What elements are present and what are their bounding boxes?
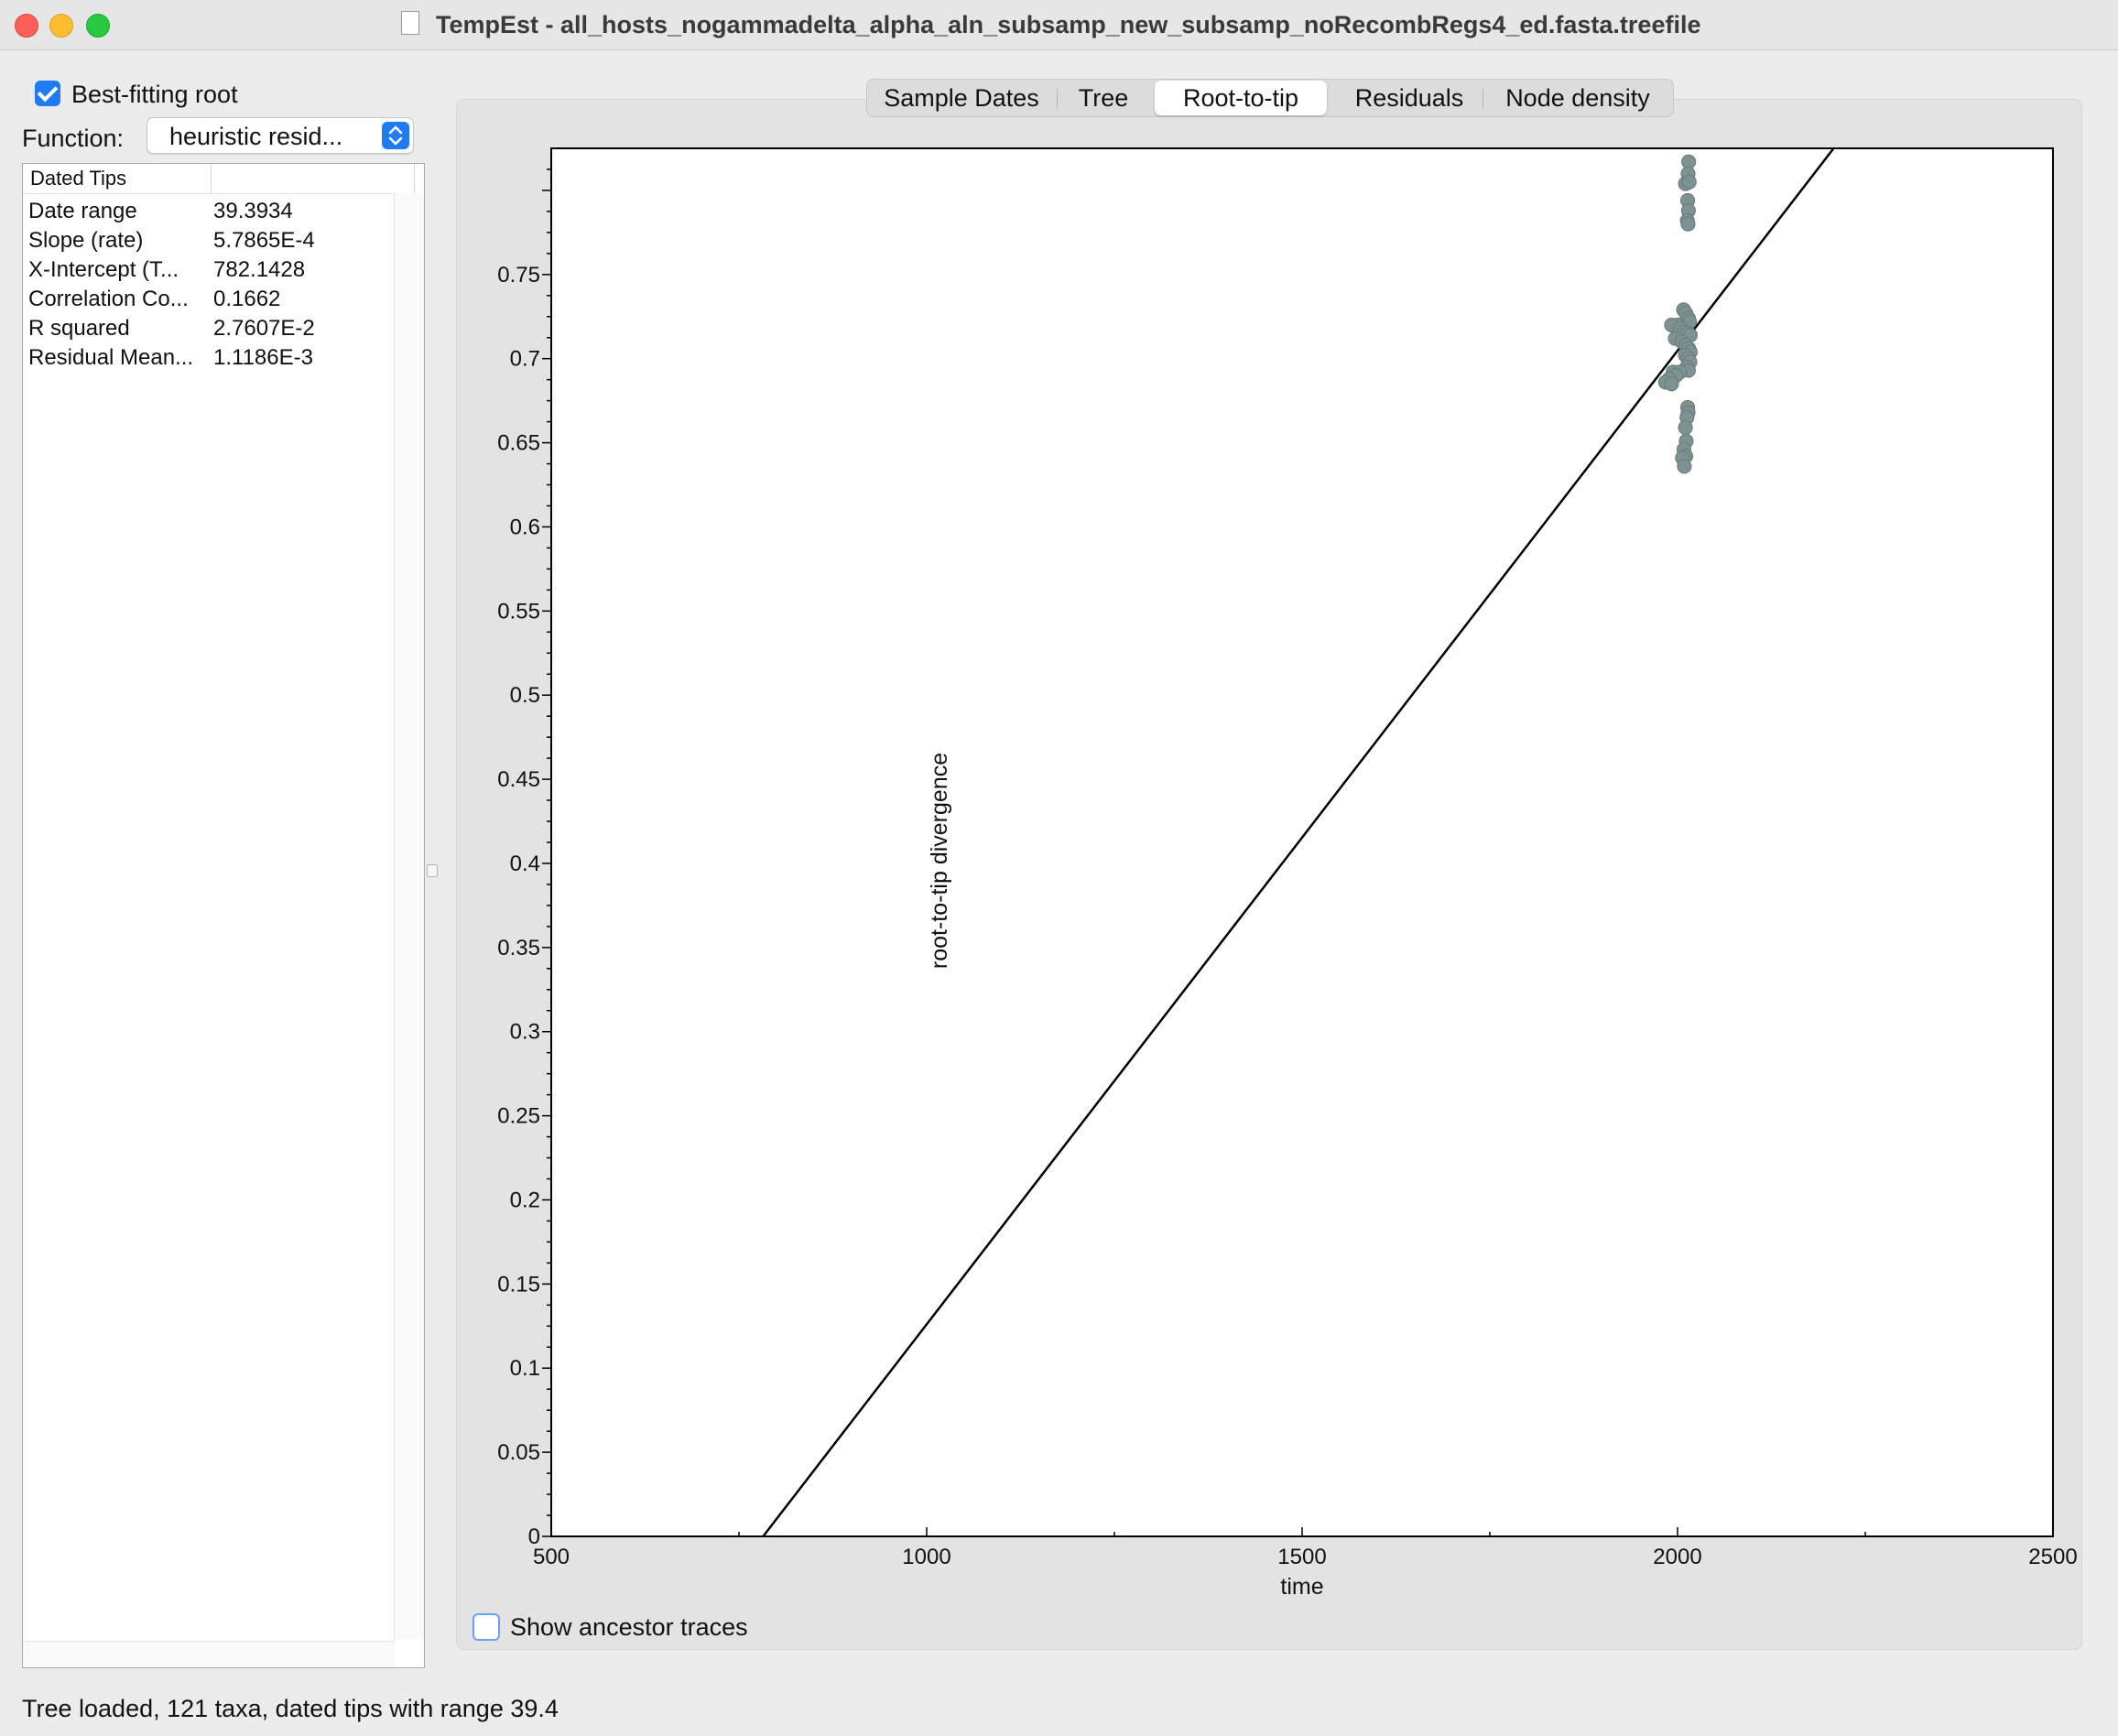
y-tick-label: 0.45 — [497, 767, 540, 792]
best-fitting-root-checkbox[interactable] — [35, 81, 60, 106]
tab-residuals[interactable]: Residuals — [1354, 84, 1464, 112]
x-tick-label: 2500 — [2028, 1545, 2077, 1569]
table-cell-label: Slope (rate) — [28, 228, 144, 253]
tab-bar: Sample Dates Tree Root-to-tip Residuals … — [866, 79, 1674, 117]
title-bar: TempEst - all_hosts_nogammadelta_alpha_a… — [0, 0, 2118, 50]
regression-line-group — [762, 148, 1835, 1536]
data-point — [1664, 376, 1679, 392]
maximize-window-button[interactable] — [86, 14, 110, 38]
y-tick-label: 0.35 — [497, 936, 540, 960]
table-cell-value: 2.7607E-2 — [213, 316, 315, 341]
y-tick-label: 0.55 — [497, 599, 540, 624]
tab-separator — [1057, 89, 1058, 109]
table-cell-label: R squared — [28, 316, 130, 341]
table-cell-label: Correlation Co... — [28, 287, 189, 311]
minimize-window-button[interactable] — [49, 14, 73, 38]
x-tick-label: 2000 — [1653, 1545, 1701, 1569]
y-tick-label: 0.3 — [510, 1020, 540, 1045]
table-row[interactable]: Correlation Co... 0.1662 — [23, 285, 398, 314]
table-cell-label: Date range — [28, 199, 137, 223]
tab-root-to-tip[interactable]: Root-to-tip — [1155, 81, 1327, 115]
table-horizontal-scrollbar[interactable] — [23, 1641, 395, 1667]
table-cell-label: Residual Mean... — [28, 345, 194, 370]
show-ancestor-traces-label: Show ancestor traces — [510, 1613, 748, 1641]
x-axis-label: time — [1280, 1574, 1323, 1600]
table-header: Dated Tips — [23, 164, 424, 194]
function-select-value: heuristic resid... — [169, 123, 343, 150]
close-window-button[interactable] — [15, 14, 38, 38]
y-tick-label: 0.15 — [497, 1272, 540, 1297]
status-bar-text: Tree loaded, 121 taxa, dated tips with r… — [22, 1695, 559, 1722]
data-point — [1677, 459, 1692, 474]
y-tick-label: 0.65 — [497, 431, 540, 456]
y-axis-ticks — [542, 168, 551, 1537]
y-axis-tick-labels: 0 0.05 0.1 0.15 0.2 0.25 0.3 0.35 0.4 0.45 0.5 0.55… — [497, 263, 540, 1549]
x-tick-label: 500 — [533, 1545, 570, 1569]
y-axis-label: root-to-tip divergence — [927, 753, 952, 969]
tab-sample-dates[interactable]: Sample Dates — [884, 84, 1039, 112]
function-label: Function: — [22, 125, 125, 152]
data-point — [1678, 419, 1693, 436]
plot-area — [550, 147, 2054, 1537]
document-icon — [401, 11, 419, 35]
y-tick-label: 0.25 — [497, 1104, 540, 1129]
window-title: TempEst - all_hosts_nogammadelta_alpha_a… — [436, 11, 1701, 38]
table-row[interactable]: Date range 39.3934 — [23, 197, 398, 226]
x-axis-ticks — [550, 1527, 2054, 1536]
table-vertical-scrollbar[interactable] — [394, 193, 424, 1640]
y-tick-label: 0.6 — [510, 515, 540, 539]
table-header-label[interactable]: Dated Tips — [23, 164, 212, 193]
y-tick-label: 0.2 — [510, 1188, 540, 1212]
table-cell-label: X-Intercept (T... — [28, 257, 179, 282]
y-tick-label: 0.4 — [510, 852, 540, 876]
data-points — [1657, 154, 1699, 474]
regression-line — [762, 148, 1835, 1536]
best-fitting-root-label: Best-fitting root — [71, 81, 238, 108]
tab-node-density[interactable]: Node density — [1505, 84, 1650, 112]
y-tick-label: 0.75 — [497, 263, 540, 288]
table-row[interactable]: R squared 2.7607E-2 — [23, 314, 398, 343]
y-tick-label: 0.05 — [497, 1440, 540, 1465]
table-cell-value: 782.1428 — [213, 257, 306, 282]
table-header-value[interactable] — [212, 164, 415, 193]
table-cell-value: 0.1662 — [213, 287, 281, 311]
show-ancestor-traces-checkbox[interactable] — [472, 1613, 500, 1641]
table-cell-value: 39.3934 — [213, 199, 293, 223]
tab-tree[interactable]: Tree — [1078, 84, 1129, 112]
function-select[interactable]: heuristic resid... — [147, 117, 414, 154]
dated-tips-table: Dated Tips Date range 39.3934 Slope (rat… — [22, 163, 425, 1668]
x-axis-tick-labels: 500 1000 1500 2000 2500 — [533, 1545, 2078, 1569]
y-tick-label: 0.7 — [510, 347, 540, 372]
table-row[interactable]: Slope (rate) 5.7865E-4 — [23, 226, 398, 255]
data-point — [1681, 174, 1697, 190]
table-cell-value: 1.1186E-3 — [213, 345, 313, 370]
table-row[interactable]: Residual Mean... 1.1186E-3 — [23, 343, 398, 373]
x-tick-label: 1000 — [902, 1545, 950, 1569]
y-tick-label: 0.5 — [510, 683, 540, 708]
y-tick-label: 0 — [528, 1524, 540, 1549]
y-tick-label: 0.1 — [510, 1356, 540, 1381]
table-cell-value: 5.7865E-4 — [213, 228, 315, 253]
root-to-tip-chart: 0 0.05 0.1 0.15 0.2 0.25 0.3 0.35 0.4 0.45 0.5 0.55… — [497, 147, 2078, 1600]
table-row[interactable]: X-Intercept (T... 782.1428 — [23, 255, 398, 285]
split-pane-divider-handle[interactable] — [427, 864, 438, 877]
x-tick-label: 1500 — [1277, 1545, 1326, 1569]
up-down-chevron-icon — [382, 122, 409, 149]
data-point — [1680, 216, 1696, 232]
